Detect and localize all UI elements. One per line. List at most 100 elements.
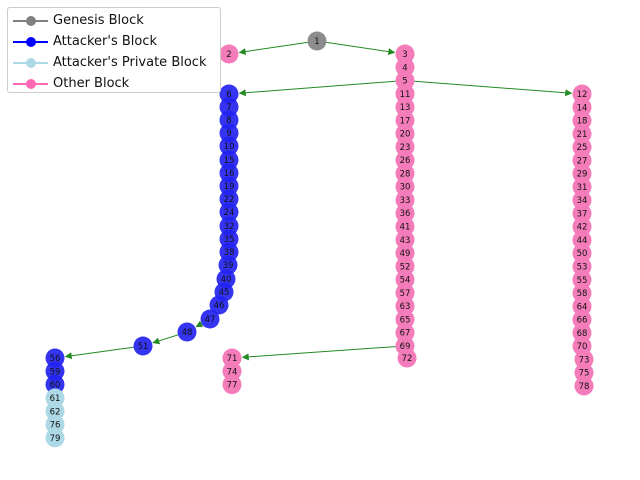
block-label: 77 <box>227 381 238 391</box>
block-label: 9 <box>226 129 231 139</box>
block-label: 43 <box>400 236 411 246</box>
block-circle <box>572 257 592 277</box>
block-circle <box>572 230 592 250</box>
block-circle <box>395 110 415 130</box>
block-label: 51 <box>138 342 149 352</box>
block-circle <box>395 177 415 197</box>
legend-item-other: Other Block <box>8 73 220 93</box>
block-node-61: 61 <box>45 388 65 408</box>
block-node-73: 73 <box>574 349 594 369</box>
block-node-64: 64 <box>572 296 592 316</box>
block-label: 75 <box>579 369 590 379</box>
block-node-11: 11 <box>395 84 415 104</box>
block-circle <box>395 97 415 117</box>
legend-marker <box>26 16 36 26</box>
block-label: 25 <box>577 143 588 153</box>
block-node-41: 41 <box>395 217 415 237</box>
block-node-78: 78 <box>574 376 594 396</box>
block-node-10: 10 <box>219 136 239 156</box>
block-node-27: 27 <box>572 150 592 170</box>
block-label: 67 <box>400 329 411 339</box>
block-circle <box>222 361 242 381</box>
block-node-56: 56 <box>45 348 65 368</box>
block-label: 31 <box>577 183 588 193</box>
block-label: 4 <box>402 63 407 73</box>
block-label: 38 <box>224 248 235 258</box>
block-node-4: 4 <box>395 57 415 77</box>
block-circle <box>572 150 592 170</box>
block-node-59: 59 <box>45 361 65 381</box>
block-circle <box>219 216 239 236</box>
block-node-22: 22 <box>219 189 239 209</box>
block-node-33: 33 <box>395 190 415 210</box>
block-label: 79 <box>50 434 61 444</box>
block-label: 45 <box>219 288 230 298</box>
legend-label: Attacker's Block <box>53 34 158 49</box>
block-label: 76 <box>50 421 61 431</box>
block-label: 41 <box>400 223 411 233</box>
block-node-51: 51 <box>133 336 153 356</box>
block-circle <box>395 190 415 210</box>
block-circle <box>572 296 592 316</box>
block-label: 49 <box>400 249 411 259</box>
block-circle <box>574 349 594 369</box>
block-circle <box>572 84 592 104</box>
block-label: 73 <box>579 355 590 365</box>
block-circle <box>45 415 65 435</box>
block-node-55: 55 <box>572 270 592 290</box>
block-circle <box>219 123 239 143</box>
block-label: 46 <box>214 301 225 311</box>
legend-label: Genesis Block <box>53 13 144 28</box>
block-circle <box>395 163 415 183</box>
block-circle <box>395 203 415 223</box>
block-node-13: 13 <box>395 97 415 117</box>
block-circle <box>572 177 592 197</box>
block-circle <box>177 322 197 342</box>
block-circle <box>395 309 415 329</box>
block-label: 52 <box>400 262 411 272</box>
block-circle <box>572 164 592 184</box>
block-node-24: 24 <box>219 202 239 222</box>
block-circle <box>45 401 65 421</box>
block-node-26: 26 <box>395 150 415 170</box>
block-circle <box>574 363 594 383</box>
block-label: 35 <box>224 235 235 245</box>
legend-marker <box>26 79 36 89</box>
legend-item-genesis: Genesis Block <box>8 10 220 30</box>
block-circle <box>218 255 238 275</box>
block-node-7: 7 <box>219 97 239 117</box>
block-circle <box>395 283 415 303</box>
block-label: 44 <box>577 236 588 246</box>
block-node-18: 18 <box>572 111 592 131</box>
block-circle <box>219 189 239 209</box>
block-label: 65 <box>400 315 411 325</box>
block-label: 74 <box>227 367 238 377</box>
block-circle <box>219 84 239 104</box>
block-label: 64 <box>577 302 588 312</box>
block-circle <box>45 375 65 395</box>
block-circle <box>574 376 594 396</box>
block-node-77: 77 <box>222 375 242 395</box>
block-label: 36 <box>400 209 411 219</box>
block-node-6: 6 <box>219 84 239 104</box>
block-label: 37 <box>577 209 588 219</box>
block-label: 6 <box>226 90 231 100</box>
block-node-79: 79 <box>45 428 65 448</box>
block-label: 71 <box>227 354 238 364</box>
block-circle <box>395 71 415 91</box>
block-circle <box>572 203 592 223</box>
edge-1-2 <box>238 41 308 56</box>
block-node-58: 58 <box>572 283 592 303</box>
block-label: 18 <box>577 117 588 127</box>
block-circle <box>45 428 65 448</box>
block-circle <box>219 110 239 130</box>
block-circle <box>395 243 415 263</box>
block-circle <box>397 348 417 368</box>
edge-51-56 <box>64 346 134 360</box>
block-node-31: 31 <box>572 177 592 197</box>
block-label: 53 <box>577 263 588 273</box>
block-label: 69 <box>400 342 411 352</box>
block-node-34: 34 <box>572 190 592 210</box>
